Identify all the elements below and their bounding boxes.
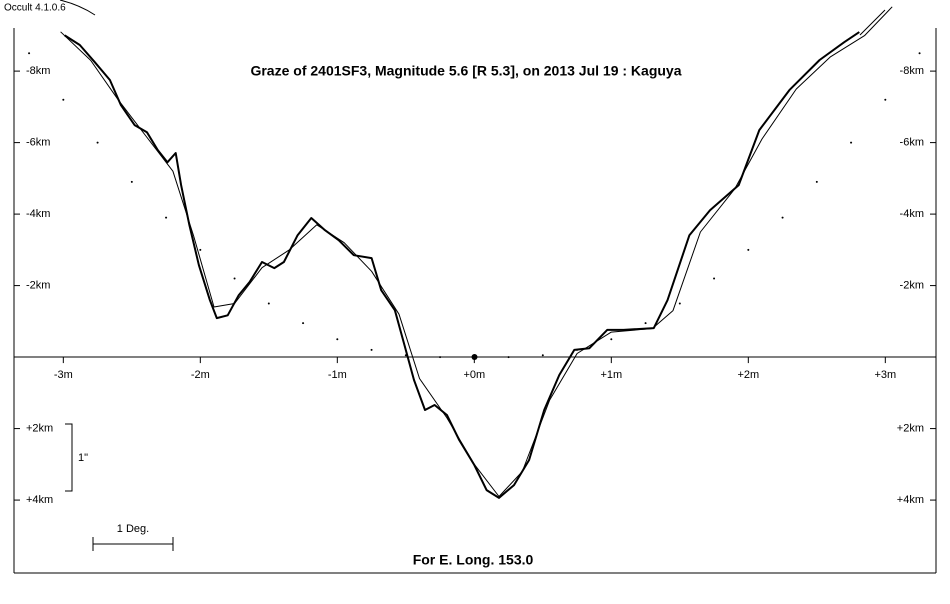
y-tick-label: -6km	[26, 137, 50, 149]
profile-dot	[576, 348, 579, 351]
limb-arc	[59, 0, 886, 36]
footer: For E. Long. 153.0	[413, 552, 534, 568]
scale-label: 1"	[78, 452, 88, 464]
profile-dot	[473, 356, 476, 359]
profile-dot	[404, 354, 407, 357]
profile-dot	[130, 180, 133, 183]
profile-dot	[918, 52, 921, 55]
profile-dot	[302, 322, 305, 325]
profile-dot	[713, 277, 716, 280]
x-tick-label: +0m	[463, 369, 485, 381]
y-tick-label: +4km	[897, 494, 924, 506]
profile-dot	[96, 141, 99, 144]
y-tick-label: -2km	[26, 279, 50, 291]
y-tick-label: -4km	[26, 208, 50, 220]
y-tick-label: -6km	[900, 137, 924, 149]
profile-dot	[336, 338, 339, 341]
y-tick-label: +2km	[26, 422, 53, 434]
x-tick-label: -1m	[328, 369, 347, 381]
x-tick-label: +2m	[737, 369, 759, 381]
profile-dot	[884, 98, 887, 101]
y-tick-label: -4km	[900, 208, 924, 220]
profile-dot	[815, 180, 818, 183]
x-tick-label: +3m	[874, 369, 896, 381]
profile-dot	[541, 354, 544, 357]
profile-dot	[850, 141, 853, 144]
profile-dot	[610, 338, 613, 341]
chart-title: Graze of 2401SF3, Magnitude 5.6 [R 5.3],…	[250, 63, 681, 79]
x-tick-label: -3m	[54, 369, 73, 381]
profile-line	[60, 6, 893, 497]
profile-dot	[165, 216, 168, 219]
profile-dot	[233, 277, 236, 280]
profile-dot	[62, 98, 65, 101]
y-tick-label: +4km	[26, 494, 53, 506]
y-tick-label: -8km	[900, 65, 924, 77]
profile-dot	[781, 216, 784, 219]
profile-dot	[439, 356, 442, 359]
x-tick-label: +1m	[600, 369, 622, 381]
profile-dot	[199, 248, 202, 251]
scale-bar	[65, 423, 73, 492]
profile-dot	[370, 348, 373, 351]
y-tick-label: -2km	[900, 279, 924, 291]
y-tick-label: -8km	[26, 65, 50, 77]
software-label: Occult 4.1.0.6	[4, 3, 66, 14]
profile-dot	[678, 302, 681, 305]
profile-dot	[267, 302, 270, 305]
y-tick-label: +2km	[897, 422, 924, 434]
profile-dot	[28, 52, 31, 55]
profile-dot	[747, 248, 750, 251]
x-tick-label: -2m	[191, 369, 210, 381]
scale-label: 1 Deg.	[117, 523, 149, 535]
profile-dot	[507, 356, 510, 359]
profile-dot	[644, 322, 647, 325]
